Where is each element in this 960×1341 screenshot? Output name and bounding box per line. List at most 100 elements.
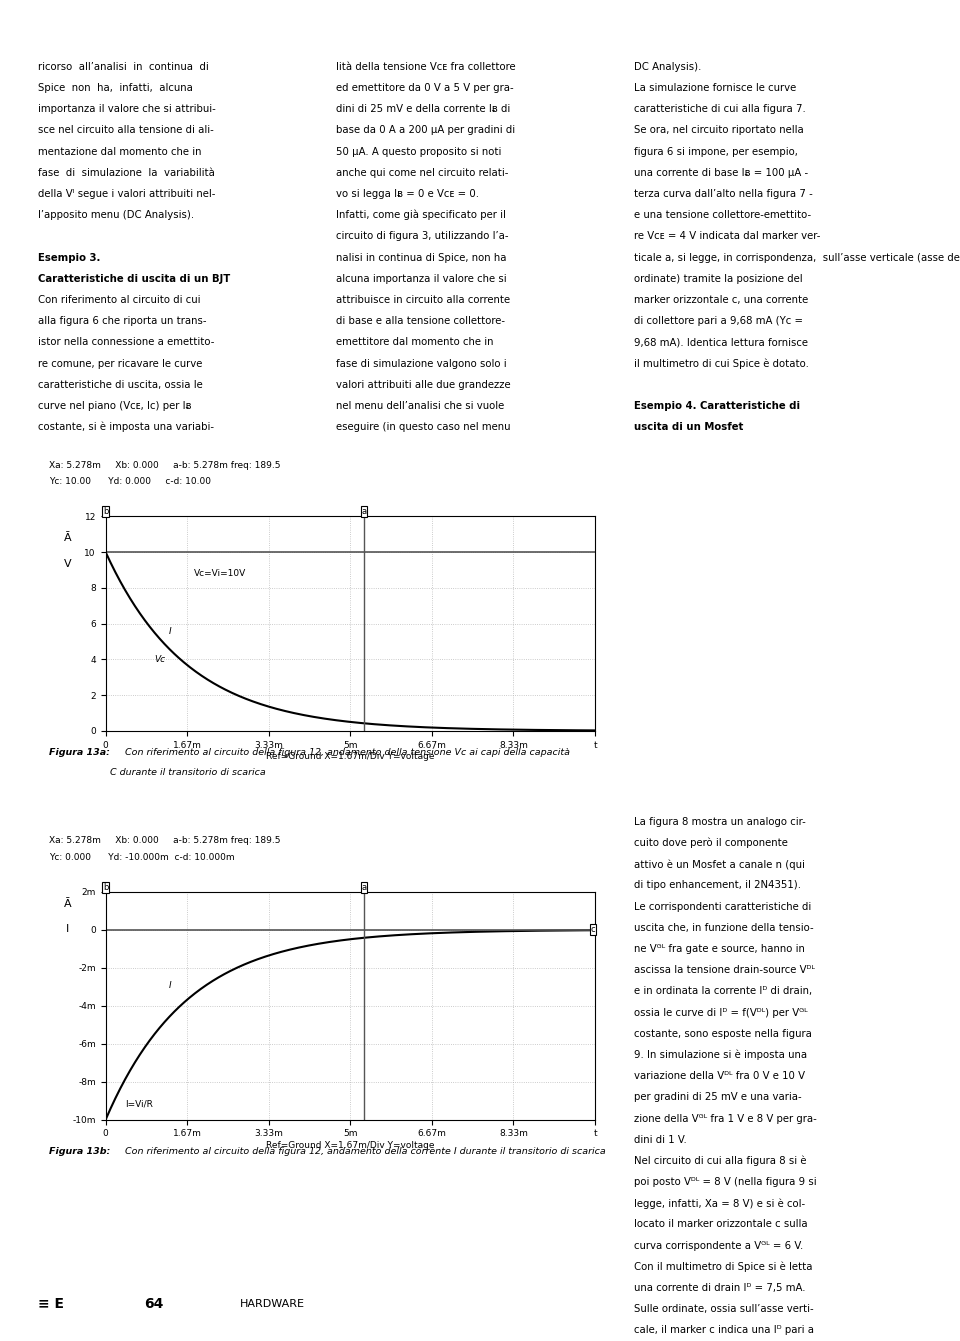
Text: HARDWARE: HARDWARE <box>96 19 186 32</box>
Text: Infatti, come già specificato per il: Infatti, come già specificato per il <box>336 211 506 220</box>
Text: Vc: Vc <box>155 656 166 664</box>
Text: attribuisce in circuito alla corrente: attribuisce in circuito alla corrente <box>336 295 510 304</box>
Text: DC Analysis).: DC Analysis). <box>634 62 701 72</box>
Text: della Vᴵ segue i valori attribuiti nel-: della Vᴵ segue i valori attribuiti nel- <box>38 189 216 198</box>
Text: nalisi in continua di Spice, non ha: nalisi in continua di Spice, non ha <box>336 252 507 263</box>
Text: Sulle ordinate, ossia sull’asse verti-: Sulle ordinate, ossia sull’asse verti- <box>634 1305 813 1314</box>
Text: legge, infatti, Xa = 8 V) e si è col-: legge, infatti, Xa = 8 V) e si è col- <box>634 1198 804 1208</box>
Text: cuito dove però il componente: cuito dove però il componente <box>634 838 787 849</box>
Text: vo si legga Iᴃ = 0 e Vᴄᴇ = 0.: vo si legga Iᴃ = 0 e Vᴄᴇ = 0. <box>336 189 479 198</box>
Text: Esempio 4. Caratteristiche di: Esempio 4. Caratteristiche di <box>634 401 800 410</box>
Text: importanza il valore che si attribui-: importanza il valore che si attribui- <box>38 105 216 114</box>
Text: di collettore pari a 9,68 mA (Yᴄ =: di collettore pari a 9,68 mA (Yᴄ = <box>634 316 803 326</box>
Text: Ā: Ā <box>64 898 71 909</box>
Text: e in ordinata la corrente Iᴰ di drain,: e in ordinata la corrente Iᴰ di drain, <box>634 987 812 996</box>
Text: Figura 13b:: Figura 13b: <box>49 1148 110 1156</box>
Text: fase  di  simulazione  la  variabilità: fase di simulazione la variabilità <box>38 168 215 178</box>
Text: eseguire (in questo caso nel menu: eseguire (in questo caso nel menu <box>336 422 511 432</box>
Text: b: b <box>103 882 108 892</box>
Text: emettitore dal momento che in: emettitore dal momento che in <box>336 338 493 347</box>
Text: nel menu dell’analisi che si vuole: nel menu dell’analisi che si vuole <box>336 401 504 410</box>
Text: HARDWARE: HARDWARE <box>240 1299 305 1309</box>
Text: variazione della Vᴰᴸ fra 0 V e 10 V: variazione della Vᴰᴸ fra 0 V e 10 V <box>634 1071 804 1081</box>
Text: una corrente di drain Iᴰ = 7,5 mA.: una corrente di drain Iᴰ = 7,5 mA. <box>634 1283 805 1293</box>
Text: Figura 13a:: Figura 13a: <box>49 748 109 756</box>
Text: 50 μA. A questo proposito si noti: 50 μA. A questo proposito si noti <box>336 146 501 157</box>
Text: curva corrispondente a Vᴳᴸ = 6 V.: curva corrispondente a Vᴳᴸ = 6 V. <box>634 1240 803 1251</box>
Text: Yc: 0.000      Yd: -10.000m  c-d: 10.000m: Yc: 0.000 Yd: -10.000m c-d: 10.000m <box>49 853 234 862</box>
Text: a: a <box>362 882 367 892</box>
Text: Nel circuito di cui alla figura 8 si è: Nel circuito di cui alla figura 8 si è <box>634 1156 806 1167</box>
Text: istor nella connessione a emettito-: istor nella connessione a emettito- <box>38 338 215 347</box>
Text: dini di 25 mV e della corrente Iᴃ di: dini di 25 mV e della corrente Iᴃ di <box>336 105 511 114</box>
Text: La simulazione fornisce le curve: La simulazione fornisce le curve <box>634 83 796 93</box>
Text: l’apposito menu (DC Analysis).: l’apposito menu (DC Analysis). <box>38 211 195 220</box>
Text: il multimetro di cui Spice è dotato.: il multimetro di cui Spice è dotato. <box>634 358 808 369</box>
Text: Xa: 5.278m     Xb: 0.000     a-b: 5.278m freq: 189.5: Xa: 5.278m Xb: 0.000 a-b: 5.278m freq: 1… <box>49 461 280 469</box>
Text: ordinate) tramite la posizione del: ordinate) tramite la posizione del <box>634 274 803 284</box>
Text: Spice  non  ha,  infatti,  alcuna: Spice non ha, infatti, alcuna <box>38 83 193 93</box>
Text: valori attribuiti alle due grandezze: valori attribuiti alle due grandezze <box>336 380 511 390</box>
Text: dini di 1 V.: dini di 1 V. <box>634 1134 686 1145</box>
Text: Ā: Ā <box>64 534 71 543</box>
Text: costante, si è imposta una variabi-: costante, si è imposta una variabi- <box>38 422 214 432</box>
Text: costante, sono esposte nella figura: costante, sono esposte nella figura <box>634 1029 811 1039</box>
Text: circuito di figura 3, utilizzando l’a-: circuito di figura 3, utilizzando l’a- <box>336 232 509 241</box>
X-axis label: Ref=Ground X=1.67m/Div Y=voltage: Ref=Ground X=1.67m/Div Y=voltage <box>266 1141 435 1151</box>
Text: Xa: 5.278m     Xb: 0.000     a-b: 5.278m freq: 189.5: Xa: 5.278m Xb: 0.000 a-b: 5.278m freq: 1… <box>49 837 280 845</box>
Text: Con il multimetro di Spice si è letta: Con il multimetro di Spice si è letta <box>634 1262 812 1273</box>
Text: una corrente di base Iᴃ = 100 μA -: una corrente di base Iᴃ = 100 μA - <box>634 168 807 178</box>
Text: e una tensione collettore-emettito-: e una tensione collettore-emettito- <box>634 211 811 220</box>
Text: mentazione dal momento che in: mentazione dal momento che in <box>38 146 202 157</box>
Text: Con riferimento al circuito della figura 12, andamento della tensione Vc ai capi: Con riferimento al circuito della figura… <box>122 748 570 756</box>
Text: uscita di un Mosfet: uscita di un Mosfet <box>634 422 743 432</box>
Text: 9. In simulazione si è imposta una: 9. In simulazione si è imposta una <box>634 1050 806 1061</box>
Text: ticale a, si legge, in corrispondenza,  sull’asse verticale (asse delle: ticale a, si legge, in corrispondenza, s… <box>634 252 960 263</box>
Text: ed emettitore da 0 V a 5 V per gra-: ed emettitore da 0 V a 5 V per gra- <box>336 83 514 93</box>
Text: Esempio 3.: Esempio 3. <box>38 252 101 263</box>
Text: La figura 8 mostra un analogo cir-: La figura 8 mostra un analogo cir- <box>634 817 805 827</box>
Text: base da 0 A a 200 μA per gradini di: base da 0 A a 200 μA per gradini di <box>336 126 516 135</box>
Text: alla figura 6 che riporta un trans-: alla figura 6 che riporta un trans- <box>38 316 207 326</box>
Text: caratteristiche di cui alla figura 7.: caratteristiche di cui alla figura 7. <box>634 105 805 114</box>
Text: cale, il marker c indica una Iᴰ pari a: cale, il marker c indica una Iᴰ pari a <box>634 1325 814 1336</box>
Text: marker orizzontale c, una corrente: marker orizzontale c, una corrente <box>634 295 808 304</box>
Text: Con riferimento al circuito di cui: Con riferimento al circuito di cui <box>38 295 201 304</box>
Text: V: V <box>64 559 71 569</box>
Text: alcuna importanza il valore che si: alcuna importanza il valore che si <box>336 274 507 284</box>
Text: Se ora, nel circuito riportato nella: Se ora, nel circuito riportato nella <box>634 126 804 135</box>
Text: 9,68 mA). Identica lettura fornisce: 9,68 mA). Identica lettura fornisce <box>634 338 807 347</box>
Text: ≡ E: ≡ E <box>38 1297 64 1311</box>
Text: figura 6 si impone, per esempio,: figura 6 si impone, per esempio, <box>634 146 798 157</box>
Text: attivo è un Mosfet a canale n (qui: attivo è un Mosfet a canale n (qui <box>634 860 804 869</box>
Text: I: I <box>169 980 172 990</box>
Text: c: c <box>590 925 595 935</box>
Text: b: b <box>103 507 108 516</box>
Text: di tipo enhancement, il 2N4351).: di tipo enhancement, il 2N4351). <box>634 881 801 890</box>
Text: Caratteristiche di uscita di un BJT: Caratteristiche di uscita di un BJT <box>38 274 230 284</box>
Text: fase di simulazione valgono solo i: fase di simulazione valgono solo i <box>336 358 507 369</box>
Text: re Vᴄᴇ = 4 V indicata dal marker ver-: re Vᴄᴇ = 4 V indicata dal marker ver- <box>634 232 820 241</box>
Text: a: a <box>362 507 367 516</box>
Text: di base e alla tensione collettore-: di base e alla tensione collettore- <box>336 316 505 326</box>
Text: caratteristiche di uscita, ossia le: caratteristiche di uscita, ossia le <box>38 380 204 390</box>
Text: ricorso  all’analisi  in  continua  di: ricorso all’analisi in continua di <box>38 62 209 72</box>
Text: 64: 64 <box>144 1297 163 1311</box>
Text: I: I <box>66 924 69 933</box>
Text: C durante il transitorio di scarica: C durante il transitorio di scarica <box>110 767 266 776</box>
Text: ascissa la tensione drain-source Vᴰᴸ: ascissa la tensione drain-source Vᴰᴸ <box>634 966 814 975</box>
Text: terza curva dall’alto nella figura 7 -: terza curva dall’alto nella figura 7 - <box>634 189 812 198</box>
Text: locato il marker orizzontale c sulla: locato il marker orizzontale c sulla <box>634 1219 807 1230</box>
Text: uscita che, in funzione della tensio-: uscita che, in funzione della tensio- <box>634 923 813 933</box>
X-axis label: Ref=Ground X=1.67m/Div Y=voltage: Ref=Ground X=1.67m/Div Y=voltage <box>266 752 435 762</box>
Text: ne Vᴳᴸ fra gate e source, hanno in: ne Vᴳᴸ fra gate e source, hanno in <box>634 944 804 953</box>
Text: sce nel circuito alla tensione di ali-: sce nel circuito alla tensione di ali- <box>38 126 214 135</box>
Text: Con riferimento al circuito della figura 12, andamento della corrente I durante : Con riferimento al circuito della figura… <box>122 1148 606 1156</box>
Text: poi posto Vᴰᴸ = 8 V (nella figura 9 si: poi posto Vᴰᴸ = 8 V (nella figura 9 si <box>634 1177 816 1187</box>
Text: I=Vi/R: I=Vi/R <box>125 1100 153 1108</box>
Text: Le corrispondenti caratteristiche di: Le corrispondenti caratteristiche di <box>634 901 811 912</box>
Text: anche qui come nel circuito relati-: anche qui come nel circuito relati- <box>336 168 509 178</box>
Text: I: I <box>169 628 172 636</box>
Text: per gradini di 25 mV e una varia-: per gradini di 25 mV e una varia- <box>634 1093 802 1102</box>
Text: curve nel piano (Vᴄᴇ, Iᴄ) per Iᴃ: curve nel piano (Vᴄᴇ, Iᴄ) per Iᴃ <box>38 401 192 410</box>
